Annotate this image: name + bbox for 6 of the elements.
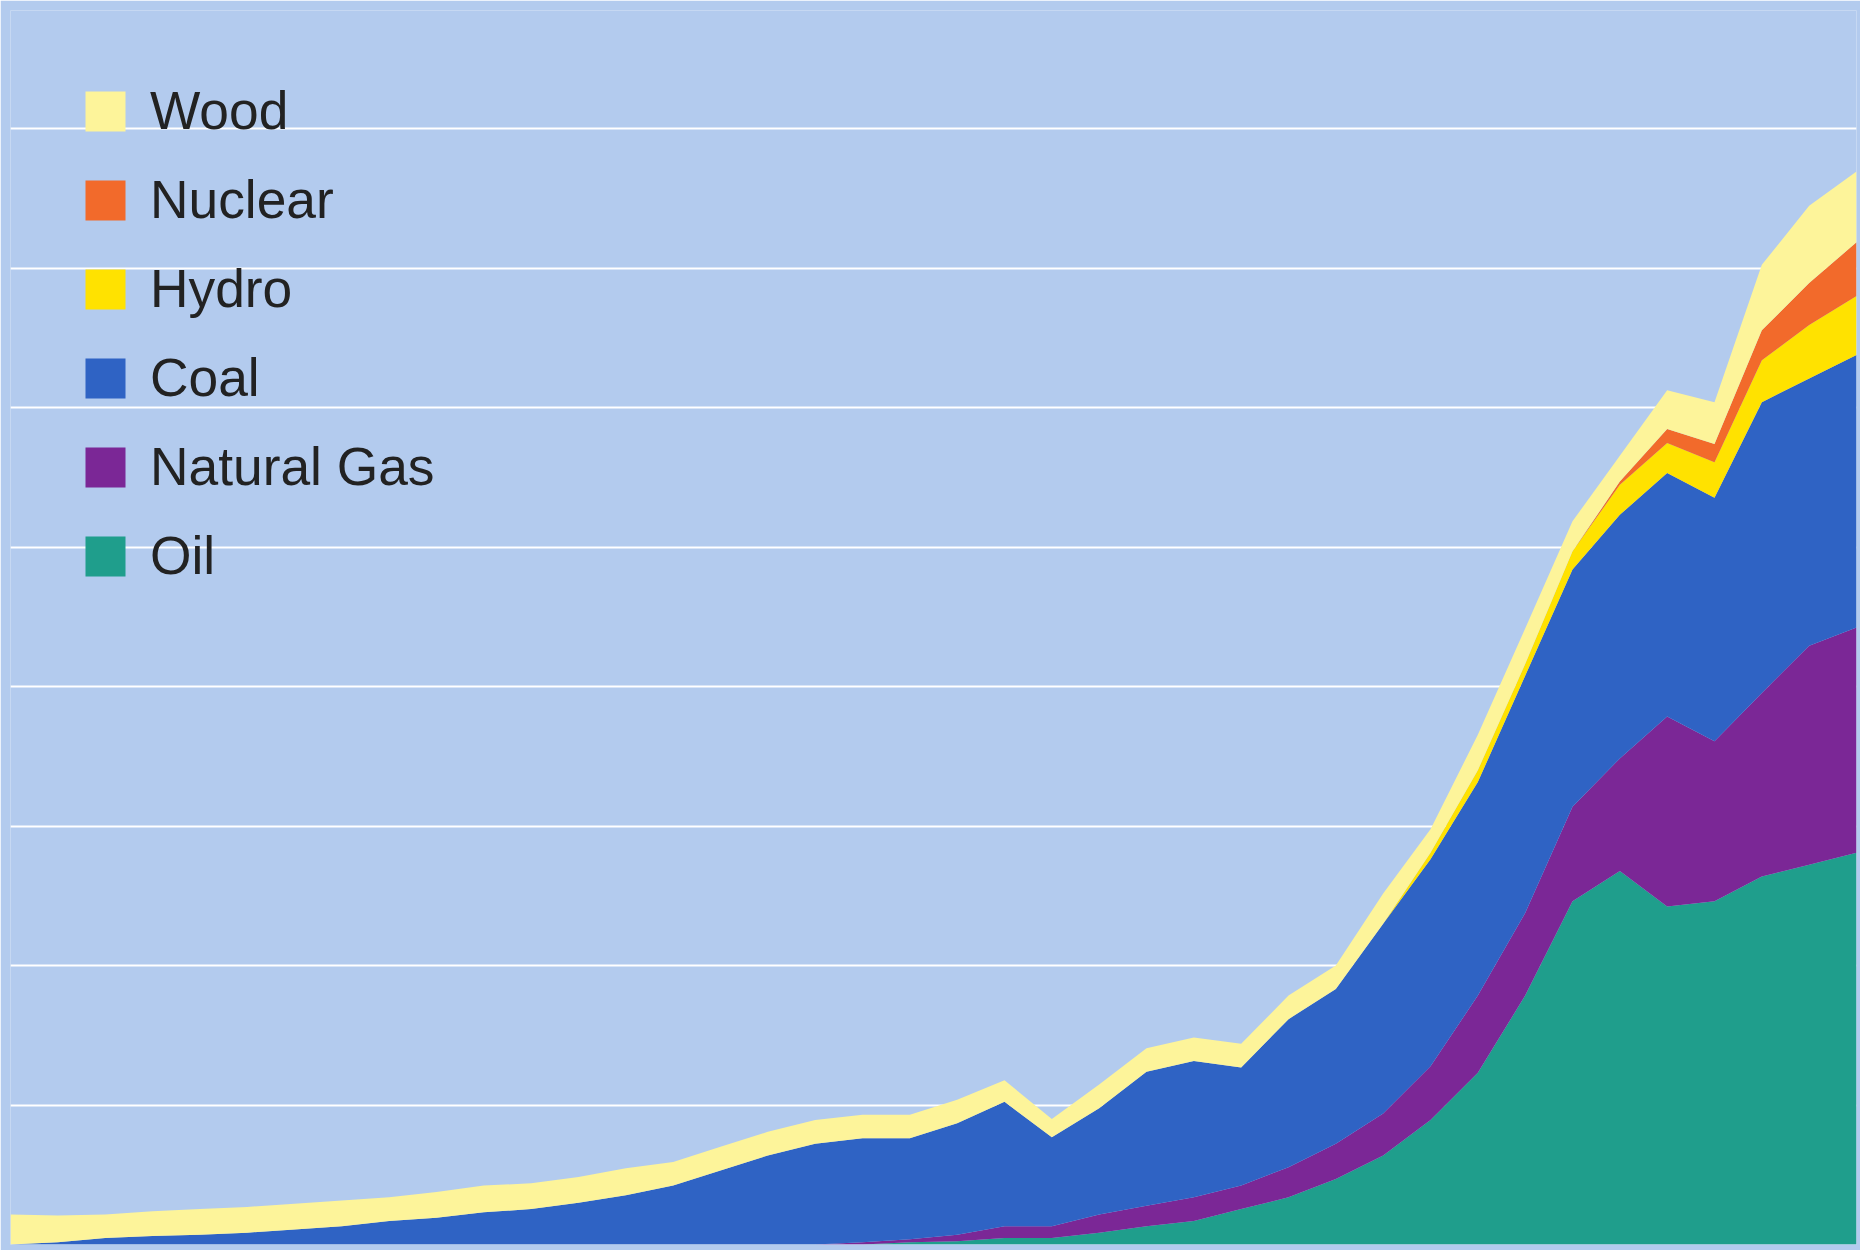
- legend-label: Oil: [150, 525, 216, 586]
- legend-label: Wood: [150, 80, 289, 141]
- legend-label: Nuclear: [150, 169, 334, 230]
- legend-label: Coal: [150, 347, 260, 408]
- legend-label: Natural Gas: [150, 436, 435, 497]
- legend-label: Hydro: [150, 258, 293, 319]
